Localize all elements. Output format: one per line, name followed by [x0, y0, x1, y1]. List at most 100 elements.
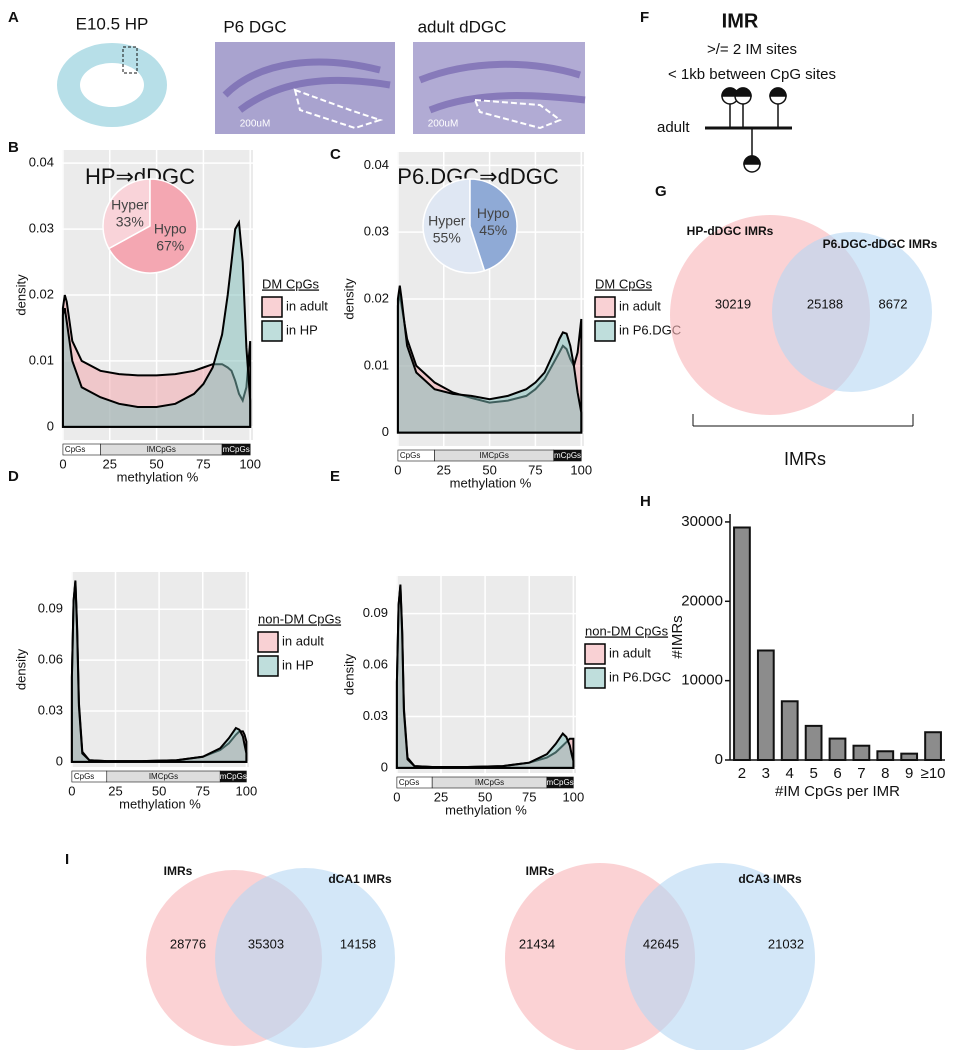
venn-set [215, 868, 395, 1048]
histology-image [215, 42, 395, 134]
x-axis-label: methylation % [450, 475, 532, 490]
bar [828, 737, 847, 762]
panel-letter: H [640, 493, 651, 510]
density-area [396, 285, 583, 434]
y-axis-label: density [13, 274, 28, 316]
legend-label: in adult [282, 633, 324, 648]
y-axis-label: density [341, 653, 356, 695]
pie-slice [422, 178, 486, 274]
bar [924, 731, 942, 762]
plot-panel [71, 572, 249, 767]
region-box [122, 46, 138, 74]
y-tick-label: 0.06 [363, 657, 388, 672]
tissue-band [222, 58, 391, 113]
venn-count: 42645 [643, 936, 679, 951]
legend-title: non-DM CpGs [585, 623, 669, 638]
legend-label: in P6.DGC [609, 669, 671, 684]
x-tick-label: ≥10 [921, 765, 946, 782]
band-label: mCpGs [223, 445, 250, 454]
density-area [70, 582, 248, 763]
methylation-band [546, 776, 574, 789]
legend-swatch [594, 296, 616, 318]
legend-swatch [261, 296, 283, 318]
x-tick-label: 2 [738, 765, 746, 782]
legend-swatch [594, 320, 616, 342]
x-tick-label: 75 [522, 789, 536, 804]
legend-swatch [584, 643, 606, 665]
scale-bar: 200uM [428, 119, 459, 130]
legend-swatch [261, 320, 283, 342]
x-tick-label: 50 [152, 783, 166, 798]
diagram-title: IMR [722, 10, 759, 32]
band-label: mCpGs [220, 772, 247, 781]
pie-category: Hypo [154, 221, 187, 237]
x-tick-label: 3 [762, 765, 770, 782]
venn-set-label: HP-dDGC IMRs [687, 224, 774, 238]
x-tick-label: 75 [196, 783, 210, 798]
image-label: adult dDGC [418, 17, 507, 36]
pie-slice [107, 178, 198, 274]
legend-label: in P6.DGC [619, 322, 681, 337]
panel-letter: E [330, 468, 340, 485]
band-label: IMCpGs [147, 445, 176, 454]
venn-set-label: dCA1 IMRs [328, 872, 392, 886]
y-tick-label: 0.09 [38, 601, 63, 616]
band-label: mCpGs [554, 451, 581, 460]
diagram-text: >/= 2 IM sites [707, 41, 797, 58]
histology-image [413, 42, 585, 134]
panel-a: E10.5 HP P6 DGC 200uM adult dDGC 200uM [57, 14, 586, 134]
x-tick-label: 75 [196, 456, 210, 471]
legend-swatch [257, 655, 279, 677]
legend-label: in HP [286, 322, 318, 337]
pie-slice [469, 178, 518, 272]
legend-swatch [257, 631, 279, 653]
band-label: IMCpGs [479, 451, 508, 460]
x-tick-label: 8 [881, 765, 889, 782]
venn-set-label: dCA3 IMRs [738, 872, 802, 886]
y-tick-label: 0.04 [364, 157, 389, 172]
band-label: CpGs [399, 778, 419, 787]
x-tick-label: 0 [393, 789, 400, 804]
band-label: mCpGs [547, 778, 574, 787]
bar [852, 744, 871, 761]
x-axis-label: methylation % [119, 796, 201, 811]
x-tick-label: 7 [857, 765, 865, 782]
venn-set-label: IMRs [164, 864, 193, 878]
venn-footer: IMRs [784, 449, 826, 469]
panel-letter: F [640, 9, 649, 26]
x-tick-label: 100 [239, 456, 261, 471]
panel-letter: G [655, 183, 667, 200]
dgc-outline [293, 88, 384, 130]
scale-bar: 200uM [240, 119, 271, 130]
x-axis-label: methylation % [445, 802, 527, 817]
methylation-band [219, 770, 247, 783]
venn-count: 30219 [715, 296, 751, 311]
x-tick-label: 25 [108, 783, 122, 798]
band-label: CpGs [400, 451, 420, 460]
x-tick-label: 100 [570, 462, 592, 477]
venn-count: 8672 [879, 296, 908, 311]
density-area [395, 586, 575, 769]
band-label: IMCpGs [475, 778, 504, 787]
pie-category: Hypo [477, 205, 510, 221]
legend-title: DM CpGs [262, 276, 320, 291]
bar [900, 752, 919, 761]
y-axis-label: density [13, 648, 28, 690]
panel-f: IMR >/= 2 IM sites < 1kb between CpG sit… [657, 10, 836, 173]
x-axis-label: #IM CpGs per IMR [775, 783, 900, 800]
pie-category: Hyper [428, 212, 466, 228]
y-tick-label: 0.03 [38, 702, 63, 717]
venn-set [772, 232, 932, 392]
band-label: IMCpGs [149, 772, 178, 781]
legend-swatch [584, 667, 606, 689]
x-tick-label: 25 [434, 789, 448, 804]
legend-label: in adult [619, 298, 661, 313]
y-axis-label: density [341, 278, 356, 320]
methylation-band [553, 449, 582, 462]
venn-count: 21434 [519, 936, 555, 951]
bar [756, 649, 775, 761]
y-tick-label: 0 [715, 751, 723, 768]
y-tick-label: 0 [382, 424, 389, 439]
y-tick-label: 0.09 [363, 605, 388, 620]
